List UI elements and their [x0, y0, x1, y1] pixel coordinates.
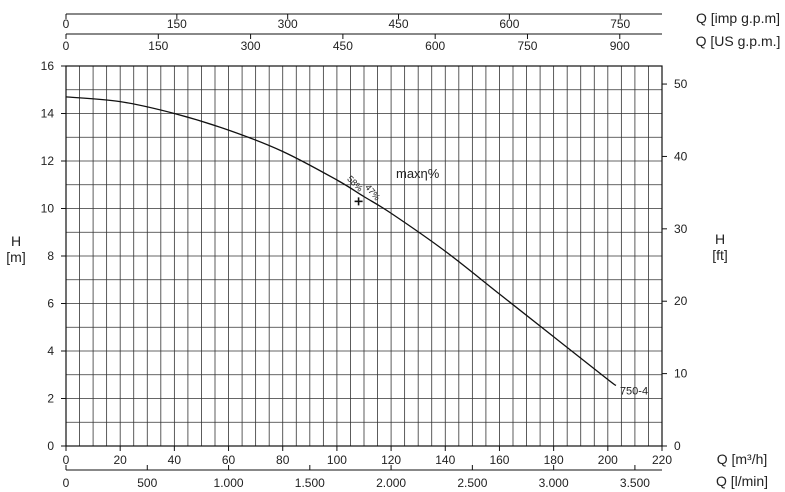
x-tick-label-us-gpm: 750 [517, 39, 537, 53]
y-tick-label-m: 0 [47, 439, 54, 453]
x-tick-label-m3h: 60 [222, 453, 236, 467]
x-tick-label-imp-gpm: 450 [389, 17, 409, 31]
y-tick-label-m: 10 [41, 202, 55, 216]
y-tick-label-ft: 50 [674, 77, 688, 91]
x-tick-label-imp-gpm: 300 [278, 17, 298, 31]
x-tick-label-m3h: 20 [114, 453, 128, 467]
y-tick-label-m: 12 [41, 154, 55, 168]
x-tick-label-lmin: 2.000 [376, 476, 406, 490]
y-tick-label-m: 8 [47, 249, 54, 263]
x-tick-label-m3h: 160 [489, 453, 509, 467]
x-tick-label-imp-gpm: 750 [610, 17, 630, 31]
y-tick-label-ft: 30 [674, 222, 688, 236]
efficiency-label-2: 47% [363, 182, 382, 202]
x-tick-label-us-gpm: 450 [333, 39, 353, 53]
y-tick-label-m: 16 [41, 59, 55, 73]
y-tick-label-ft: 10 [674, 367, 688, 381]
x-tick-label-m3h: 0 [63, 453, 70, 467]
x-tick-label-us-gpm: 150 [148, 39, 168, 53]
x-tick-label-lmin: 3.500 [620, 476, 650, 490]
x-tick-label-imp-gpm: 0 [63, 17, 70, 31]
y-axis-label-m-line2: [m] [6, 249, 25, 265]
y-axis-label-ft-line2: [ft] [712, 247, 728, 263]
y-tick-label-m: 14 [41, 107, 55, 121]
x-axis-label-us-gpm: Q [US g.p.m.] [696, 33, 781, 49]
x-tick-label-lmin: 3.000 [539, 476, 569, 490]
y-tick-label-ft: 20 [674, 294, 688, 308]
x-tick-label-m3h: 200 [598, 453, 618, 467]
max-efficiency-label: maxη% [396, 166, 440, 181]
x-tick-label-imp-gpm: 600 [499, 17, 519, 31]
y-tick-label-m: 4 [47, 344, 54, 358]
x-tick-label-us-gpm: 300 [241, 39, 261, 53]
y-tick-label-ft: 40 [674, 149, 688, 163]
x-axis-label-imp-gpm: Q [imp g.p.m] [696, 10, 780, 26]
y-tick-label-m: 6 [47, 297, 54, 311]
x-tick-label-us-gpm: 900 [610, 39, 630, 53]
x-tick-label-us-gpm: 0 [63, 39, 70, 53]
pump-curve-label: 750-4 [620, 385, 648, 397]
efficiency-label-1: 58% [345, 174, 365, 194]
pump-curve-line [65, 96, 617, 386]
x-tick-label-m3h: 40 [168, 453, 182, 467]
axes [61, 13, 667, 471]
x-tick-label-us-gpm: 600 [425, 39, 445, 53]
x-tick-label-lmin: 1.000 [214, 476, 244, 490]
x-tick-label-m3h: 120 [381, 453, 401, 467]
x-axis-label-lmin: Q [l/min] [716, 473, 768, 489]
series-layer [65, 96, 617, 386]
y-axis-label-m-line1: H [11, 233, 21, 249]
x-tick-label-lmin: 2.500 [457, 476, 487, 490]
x-tick-label-lmin: 0 [63, 476, 70, 490]
labels-layer: 0 20 40 60 80 100 120 140 160 180 200 220 Q [m³/h]0 5… [6, 10, 780, 490]
x-tick-label-lmin: 1.500 [295, 476, 325, 490]
x-tick-label-m3h: 140 [435, 453, 455, 467]
x-tick-label-imp-gpm: 150 [167, 17, 187, 31]
x-tick-label-lmin: 500 [137, 476, 157, 490]
y-axis-label-ft-line1: H [715, 231, 725, 247]
grid [65, 65, 663, 447]
x-tick-label-m3h: 220 [652, 453, 672, 467]
x-tick-label-m3h: 180 [544, 453, 564, 467]
y-tick-label-m: 2 [47, 392, 54, 406]
x-tick-label-m3h: 100 [327, 453, 347, 467]
x-tick-label-m3h: 80 [276, 453, 290, 467]
y-tick-label-ft: 0 [674, 439, 681, 453]
x-axis-label-m3h: Q [m³/h] [717, 451, 768, 467]
